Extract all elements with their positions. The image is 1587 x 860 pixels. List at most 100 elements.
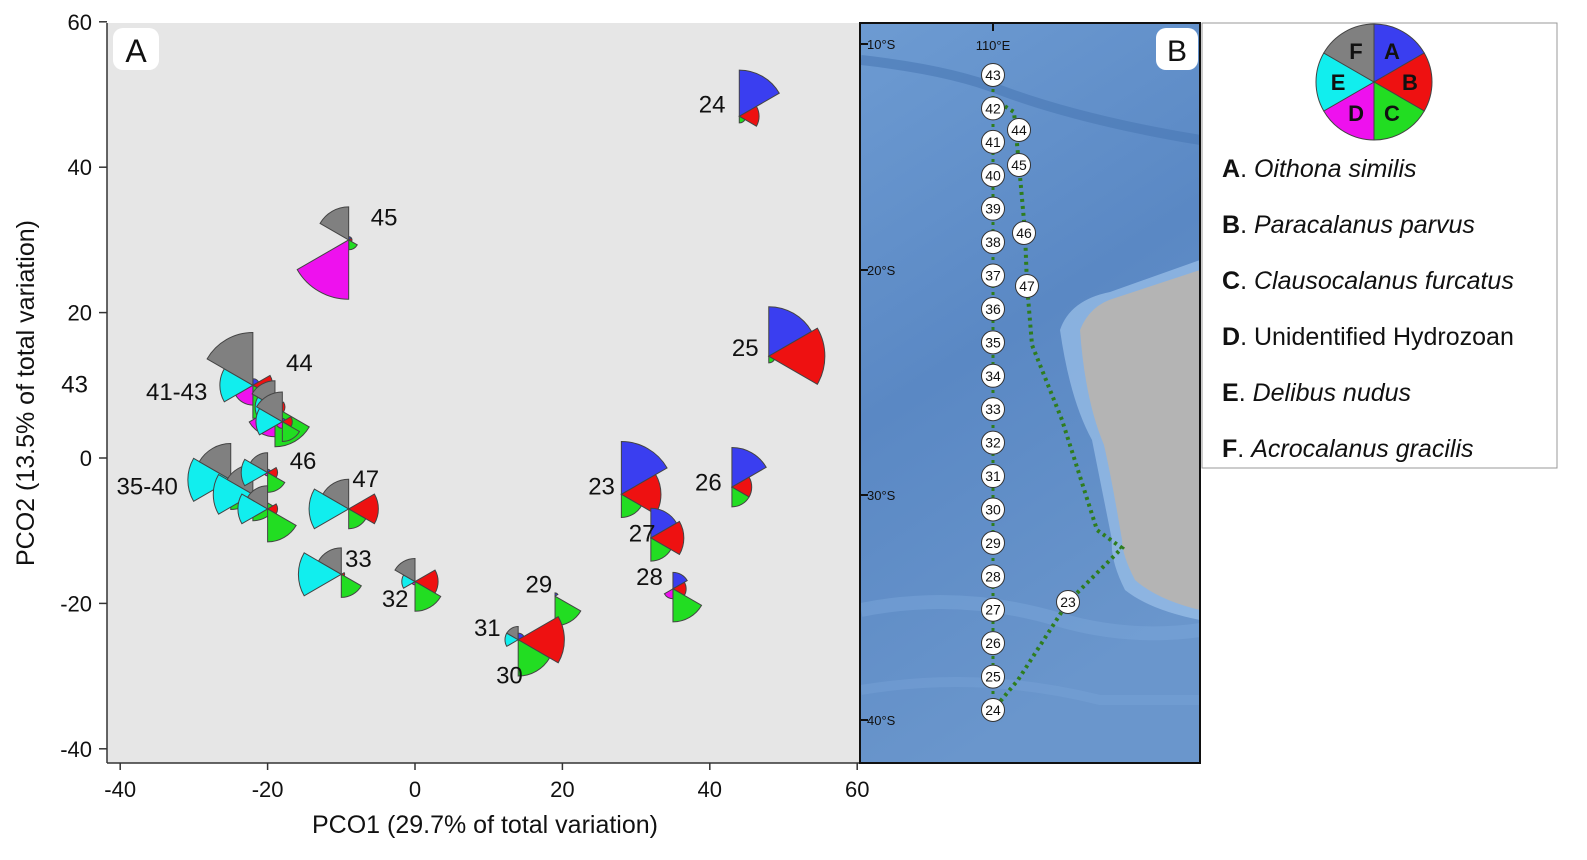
panel-b-label: B	[1167, 35, 1187, 68]
point-label: 29	[526, 571, 553, 598]
map-station: 27	[981, 597, 1005, 622]
lat-label: 40°S	[867, 713, 896, 728]
station-glyph	[767, 306, 826, 385]
glyph-ray-E	[297, 552, 343, 597]
key-slice-letter: F	[1349, 39, 1362, 64]
station-marker	[981, 363, 1005, 388]
legend-letter: D	[1222, 323, 1240, 351]
glyph-ray-C	[517, 638, 551, 677]
ridge	[861, 595, 1200, 641]
map-station: 23	[1056, 590, 1080, 614]
key-slice-A	[1373, 23, 1425, 83]
station-marker	[981, 597, 1005, 622]
key-slice-C	[1373, 81, 1425, 141]
station-marker	[981, 330, 1005, 355]
x-tick-label: 20	[550, 777, 574, 802]
station-number: 27	[985, 602, 1001, 618]
lat-label: 10°S	[867, 37, 896, 52]
station-number: 46	[1016, 225, 1032, 241]
point-label: 30	[496, 662, 523, 689]
point-label: 25	[732, 335, 759, 362]
glyph-ray-C	[267, 508, 297, 543]
glyph-ray-E	[237, 493, 269, 525]
glyph-ray-A	[768, 306, 813, 358]
panel-a-badge	[113, 28, 159, 70]
map-panel: 110°E 10°S 20°S 30°S 40°S 43 42 41 40 39 38 37 36 3…	[859, 22, 1201, 764]
glyph-ray-C	[731, 486, 750, 508]
glyph-ray-C	[281, 420, 301, 442]
legend-species: Acrocalanus gracilis	[1249, 435, 1473, 463]
glyph-ray-E	[240, 458, 269, 487]
station-marker	[981, 631, 1005, 656]
x-tick-label: -20	[252, 777, 284, 802]
map-station: 45	[1007, 153, 1031, 177]
legend-letter: F	[1222, 435, 1237, 463]
station-glyph	[620, 441, 668, 518]
map-station: 29	[981, 530, 1005, 555]
station-glyph	[663, 571, 703, 623]
station-marker	[981, 230, 1005, 255]
point-label: 32	[382, 586, 409, 613]
station-number: 47	[1019, 278, 1035, 294]
y-tick-label: 20	[68, 301, 92, 326]
map-station: 26	[981, 631, 1005, 656]
key-slice-letter: C	[1384, 101, 1400, 126]
map-station: 36	[981, 296, 1005, 321]
glyph-ray-A	[554, 592, 559, 597]
station-glyph	[517, 615, 565, 677]
glyph-ray-D	[296, 239, 350, 300]
map-station: 41	[981, 129, 1005, 154]
station-glyph	[296, 206, 358, 300]
glyph-ray-E	[308, 488, 350, 530]
map-station: 25	[981, 664, 1005, 689]
legend-dot: .	[1240, 267, 1254, 295]
station-marker	[981, 464, 1005, 489]
map-station: 43	[981, 63, 1005, 87]
station-glyph	[738, 69, 780, 127]
point-label: 35-40	[117, 473, 178, 500]
y-ticks: -40 -20 0 20 40 60	[60, 10, 107, 762]
x-tick-label: 60	[845, 777, 869, 802]
legend-entry: E. Delibus nudus	[1222, 379, 1411, 407]
glyph-ray-F	[198, 443, 232, 481]
station-number: 26	[985, 635, 1001, 651]
lat-label: 20°S	[867, 263, 896, 278]
legend-entry: A. Oithona similis	[1222, 155, 1417, 183]
y-tick-label: 60	[68, 10, 92, 35]
australia-land	[1080, 270, 1200, 610]
point-label: 27	[629, 521, 656, 548]
station-marker	[981, 96, 1005, 121]
map-station: 24	[981, 698, 1005, 722]
glyph-ray-B	[767, 327, 826, 385]
key-slice-F	[1323, 23, 1375, 83]
station-glyph	[649, 507, 685, 562]
map-station: 30	[981, 497, 1005, 522]
station-number: 41	[985, 134, 1001, 150]
glyph-ray-F	[206, 331, 254, 387]
map-station: 46	[1012, 221, 1036, 245]
glyph-ray-A	[620, 441, 668, 496]
glyph-ray-B	[347, 493, 379, 525]
station-glyph	[297, 547, 362, 598]
key-slice-E	[1315, 52, 1376, 112]
y-tick-label: -20	[60, 591, 92, 616]
key-slice-letter: B	[1402, 70, 1418, 95]
glyph-ray-F	[506, 626, 519, 641]
panel-b-badge	[1156, 28, 1198, 70]
legend-dot: .	[1240, 323, 1254, 351]
glyph-ray-E	[187, 457, 232, 502]
glyph-ray-C	[650, 537, 672, 562]
panel-a-label: A	[125, 33, 147, 69]
legend-entry: B. Paracalanus parvus	[1222, 211, 1475, 239]
map-station: 34	[981, 363, 1005, 388]
point-label: 24	[699, 92, 726, 119]
x-axis-label: PCO1 (29.7% of total variation)	[312, 811, 658, 839]
point-label: 41-43	[146, 379, 207, 406]
station-number: 24	[985, 702, 1001, 718]
station-number: 33	[985, 401, 1001, 417]
x-tick-label: 40	[698, 777, 722, 802]
station-marker	[981, 430, 1005, 455]
station-number: 45	[1011, 157, 1027, 173]
station-glyph	[730, 446, 767, 508]
glyph-ray-C	[267, 471, 286, 493]
